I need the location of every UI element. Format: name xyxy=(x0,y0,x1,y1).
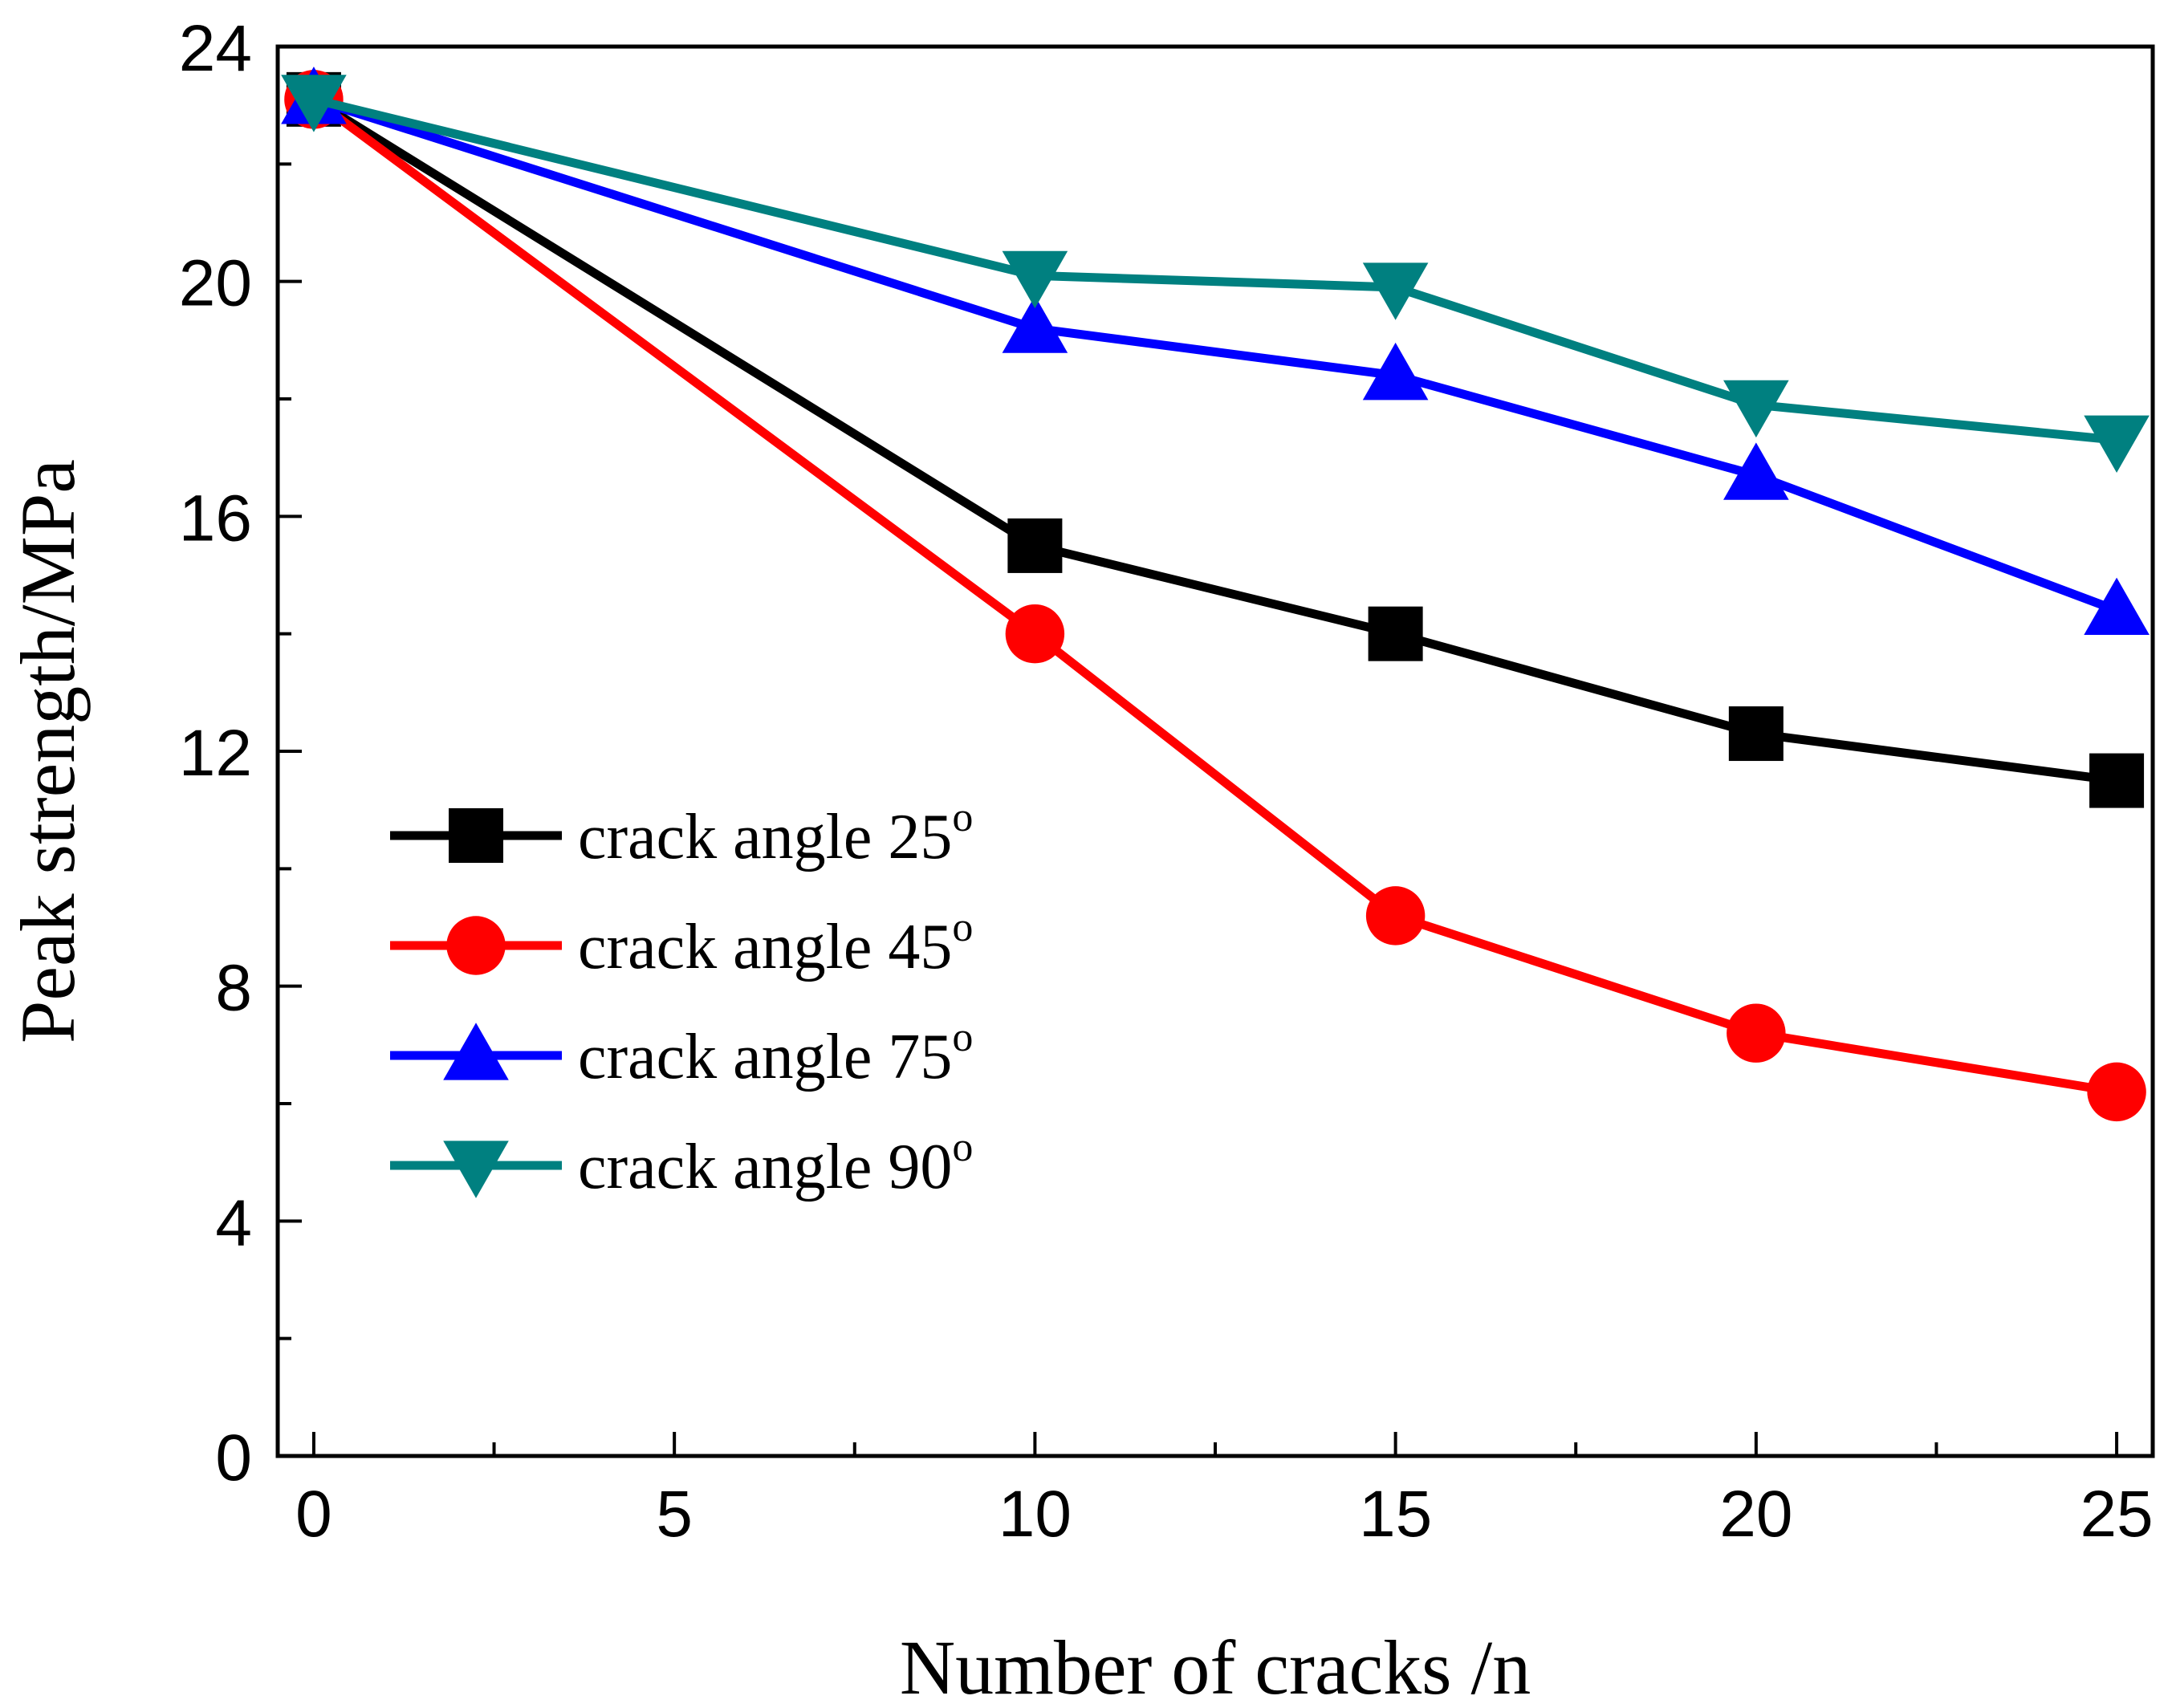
series-1 xyxy=(284,70,2146,1122)
degree-superscript: o xyxy=(952,1124,973,1170)
legend-marker xyxy=(449,808,503,863)
x-axis-title: Number of cracks /n xyxy=(900,1625,1531,1708)
degree-superscript: o xyxy=(952,795,973,840)
x-tick-label: 5 xyxy=(656,1478,693,1551)
legend-label: crack angle 45o xyxy=(578,905,973,982)
series-2 xyxy=(281,67,2150,635)
legend-label: crack angle 25o xyxy=(578,795,973,872)
y-tick-label: 12 xyxy=(179,717,252,790)
series-line xyxy=(311,96,2117,786)
data-point xyxy=(1723,380,1789,438)
degree-superscript: o xyxy=(952,905,973,950)
legend-marker xyxy=(443,1141,509,1198)
x-tick-label: 15 xyxy=(1359,1478,1432,1551)
y-tick-label: 24 xyxy=(179,12,252,85)
data-point xyxy=(2087,1062,2146,1122)
data-point xyxy=(1365,886,1426,946)
y-axis-title: Peak strength/MPa xyxy=(5,459,91,1043)
series-line xyxy=(312,95,2119,615)
legend-item-1: crack angle 45o xyxy=(390,905,973,982)
x-tick-label: 25 xyxy=(2080,1478,2153,1551)
degree-superscript: o xyxy=(952,1015,973,1060)
data-point xyxy=(1002,295,1068,353)
series-layer xyxy=(281,67,2150,1122)
data-point xyxy=(1005,604,1065,664)
legend: crack angle 25o crack angle 45o crack angl… xyxy=(390,795,973,1202)
y-tick-label: 8 xyxy=(215,952,252,1025)
data-point xyxy=(1362,262,1429,320)
y-tick-label: 16 xyxy=(179,482,252,555)
data-point xyxy=(1007,518,1063,573)
data-point xyxy=(2089,753,2145,808)
series-3 xyxy=(281,75,2150,474)
data-point xyxy=(1362,342,1429,401)
legend-marker xyxy=(443,1023,509,1080)
legend-marker xyxy=(446,916,506,975)
data-point xyxy=(2084,415,2150,474)
y-tick-label: 4 xyxy=(215,1186,252,1259)
x-tick-label: 0 xyxy=(295,1478,332,1551)
data-point xyxy=(1723,442,1789,500)
data-point xyxy=(281,75,347,132)
legend-label: crack angle 75o xyxy=(578,1015,973,1092)
y-tick-label: 20 xyxy=(179,247,252,320)
legend-item-3: crack angle 90o xyxy=(390,1124,973,1202)
data-point xyxy=(1727,1003,1786,1063)
axis-ticks: 0 5 10 15 20 25 0 4 8 12 16 20 24 xyxy=(179,12,2154,1551)
legend-item-0: crack angle 25o xyxy=(390,795,973,872)
legend-item-2: crack angle 75o xyxy=(390,1015,973,1092)
data-point xyxy=(1002,250,1068,309)
x-tick-label: 20 xyxy=(1719,1478,1792,1551)
data-point xyxy=(1728,706,1784,762)
data-point xyxy=(1368,606,1423,661)
data-point xyxy=(2084,577,2150,635)
legend-label: crack angle 90o xyxy=(578,1124,973,1202)
x-tick-label: 10 xyxy=(999,1478,1072,1551)
y-tick-label: 0 xyxy=(215,1421,252,1494)
